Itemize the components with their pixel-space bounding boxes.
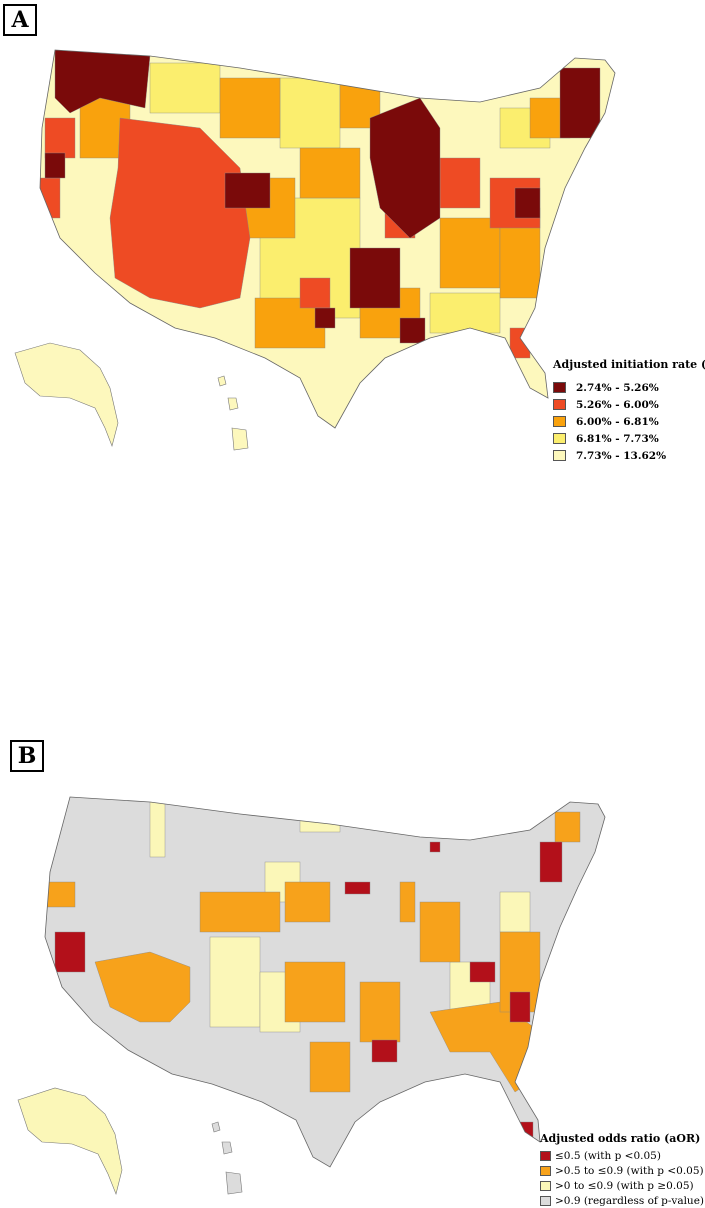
legend-a-swatch — [553, 433, 566, 444]
panel-a-label-text: A — [11, 7, 29, 33]
legend-a-item: 5.26% - 6.00% — [553, 396, 705, 413]
legend-b-item: >0.9 (regardless of p-value) — [540, 1193, 704, 1208]
map-b-alaska — [17, 1087, 123, 1195]
legend-a-item: 2.74% - 5.26% — [553, 379, 705, 396]
legend-b-item-label: ≤0.5 (with p <0.05) — [555, 1149, 661, 1162]
legend-b: Adjusted odds ratio (aOR) ≤0.5 (with p <… — [540, 1132, 704, 1208]
legend-b-swatch — [540, 1195, 551, 1206]
legend-b-item: ≤0.5 (with p <0.05) — [540, 1148, 704, 1163]
legend-a-swatch — [553, 416, 566, 427]
legend-b-item: >0.5 to ≤0.9 (with p <0.05) — [540, 1163, 704, 1178]
map-b-outline — [44, 796, 606, 1168]
map-a-hawaii — [217, 375, 249, 451]
legend-a-item-label: 7.73% - 13.62% — [576, 449, 667, 462]
legend-a-item: 7.73% - 13.62% — [553, 447, 705, 464]
map-a-alaska — [14, 342, 119, 447]
legend-a: Adjusted initiation rate (%) 2.74% - 5.2… — [553, 358, 705, 464]
legend-a-swatch — [553, 399, 566, 410]
legend-b-item-label: >0.5 to ≤0.9 (with p <0.05) — [555, 1164, 704, 1177]
panel-b-label: B — [10, 740, 44, 772]
panel-b-label-text: B — [17, 743, 37, 769]
legend-b-title: Adjusted odds ratio (aOR) — [540, 1132, 701, 1145]
legend-b-swatch — [540, 1150, 551, 1161]
legend-a-item-label: 2.74% - 5.26% — [576, 381, 659, 394]
legend-b-item-label: >0 to ≤0.9 (with p ≥0.05) — [555, 1179, 694, 1192]
legend-b-swatch — [540, 1165, 551, 1176]
legend-a-item: 6.81% - 7.73% — [553, 430, 705, 447]
legend-b-item-label: >0.9 (regardless of p-value) — [555, 1194, 705, 1207]
panel-a-label: A — [3, 4, 37, 36]
legend-a-swatch — [553, 382, 566, 393]
legend-a-item-label: 6.00% - 6.81% — [576, 415, 659, 428]
legend-a-swatch — [553, 450, 566, 461]
legend-a-item-label: 6.81% - 7.73% — [576, 432, 659, 445]
map-b-hawaii — [211, 1121, 243, 1195]
map-a-outline — [39, 49, 616, 429]
map-b — [17, 796, 606, 1195]
legend-b-swatch — [540, 1180, 551, 1191]
map-a — [14, 49, 616, 451]
legend-a-item-label: 5.26% - 6.00% — [576, 398, 659, 411]
legend-a-title: Adjusted initiation rate (%) — [553, 358, 705, 371]
legend-b-item: >0 to ≤0.9 (with p ≥0.05) — [540, 1178, 704, 1193]
legend-a-item: 6.00% - 6.81% — [553, 413, 705, 430]
